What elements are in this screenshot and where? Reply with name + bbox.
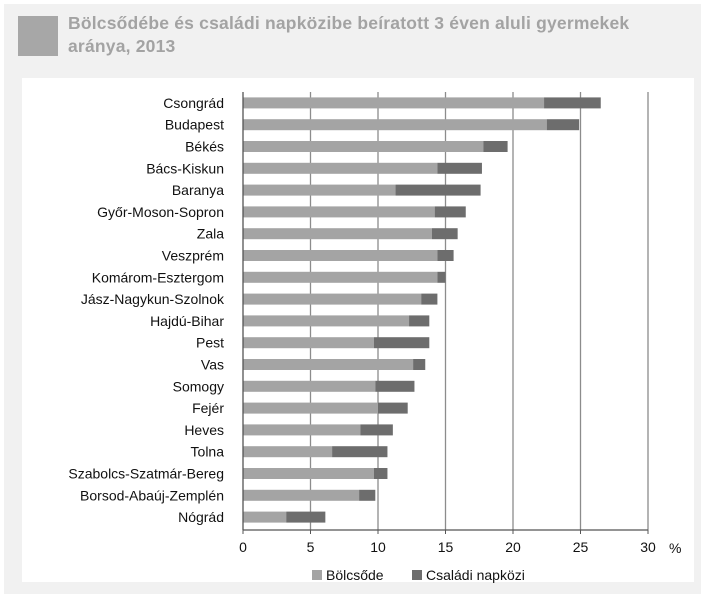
category-label: Pest [196, 335, 224, 351]
category-label: Hajdú-Bihar [150, 313, 224, 329]
bar-bolcsode [243, 119, 547, 131]
category-label: Győr-Moson-Sopron [97, 204, 224, 220]
bar-bolcsode [243, 206, 435, 218]
bar-csaladi-napkozi [286, 511, 326, 523]
bar-csaladi-napkozi [421, 293, 438, 305]
tick-label: 10 [370, 539, 386, 555]
category-label: Fejér [192, 400, 224, 416]
bar-bolcsode [243, 271, 438, 283]
bar-csaladi-napkozi [395, 184, 481, 196]
category-label: Zala [197, 226, 224, 242]
bar-csaladi-napkozi [373, 468, 388, 479]
legend-swatch [312, 570, 322, 580]
category-label: Baranya [172, 182, 224, 198]
bar-csaladi-napkozi [413, 359, 426, 370]
bar-bolcsode [243, 402, 378, 414]
category-label: Tolna [191, 444, 225, 460]
category-label: Jász-Nagykun-Szolnok [81, 291, 225, 307]
bar-csaladi-napkozi [409, 315, 430, 327]
category-label: Borsod-Abaúj-Zemplén [80, 487, 224, 503]
chart-title: Bölcsődébe és családi napközibe beíratot… [68, 13, 630, 56]
tick-label: 25 [573, 539, 589, 555]
bar-bolcsode [243, 424, 361, 436]
bar-bolcsode [243, 293, 422, 305]
bar-bolcsode [243, 468, 374, 479]
bar-bolcsode [243, 228, 432, 240]
category-label: Csongrád [163, 95, 224, 111]
bar-csaladi-napkozi [378, 402, 408, 414]
tick-label: 30 [640, 539, 656, 555]
bar-csaladi-napkozi [437, 271, 446, 283]
bar-bolcsode [243, 359, 414, 370]
category-label: Komárom-Esztergom [92, 269, 224, 285]
bar-csaladi-napkozi [360, 424, 393, 436]
tick-label: 5 [307, 539, 315, 555]
bar-csaladi-napkozi [544, 97, 601, 109]
bar-csaladi-napkozi [359, 489, 376, 501]
bar-bolcsode [243, 184, 396, 196]
bar-bolcsode [243, 380, 376, 392]
bar-csaladi-napkozi [483, 141, 508, 152]
title-marker [18, 16, 58, 56]
legend-swatch [412, 570, 422, 580]
legend-label: Bölcsőde [326, 567, 384, 583]
bar-bolcsode [243, 97, 545, 109]
bar-bolcsode [243, 446, 333, 458]
tick-label: 15 [438, 539, 454, 555]
bar-csaladi-napkozi [373, 337, 430, 349]
bar-csaladi-napkozi [546, 119, 580, 131]
category-label: Heves [184, 422, 224, 438]
category-label: Veszprém [162, 248, 224, 264]
bar-csaladi-napkozi [437, 162, 482, 174]
bar-bolcsode [243, 141, 484, 152]
bar-bolcsode [243, 511, 287, 523]
bar-bolcsode [243, 250, 438, 261]
tick-label: 20 [505, 539, 521, 555]
bar-bolcsode [243, 337, 374, 349]
bar-csaladi-napkozi [432, 228, 458, 240]
category-label: Nógrád [178, 509, 224, 525]
bar-bolcsode [243, 489, 360, 501]
bar-bolcsode [243, 162, 438, 174]
tick-label: 0 [239, 539, 247, 555]
category-label: Budapest [165, 117, 224, 133]
category-label: Somogy [173, 378, 224, 394]
bar-csaladi-napkozi [434, 206, 466, 218]
bar-csaladi-napkozi [332, 446, 388, 458]
bar-bolcsode [243, 315, 410, 327]
category-label: Bács-Kiskun [146, 160, 224, 176]
category-label: Vas [201, 357, 224, 373]
category-label: Békés [185, 139, 224, 155]
unit-label: % [669, 540, 681, 556]
bar-csaladi-napkozi [375, 380, 415, 392]
legend-label: Családi napközi [426, 567, 525, 583]
bar-csaladi-napkozi [437, 250, 454, 261]
category-label: Szabolcs-Szatmár-Bereg [68, 466, 224, 482]
